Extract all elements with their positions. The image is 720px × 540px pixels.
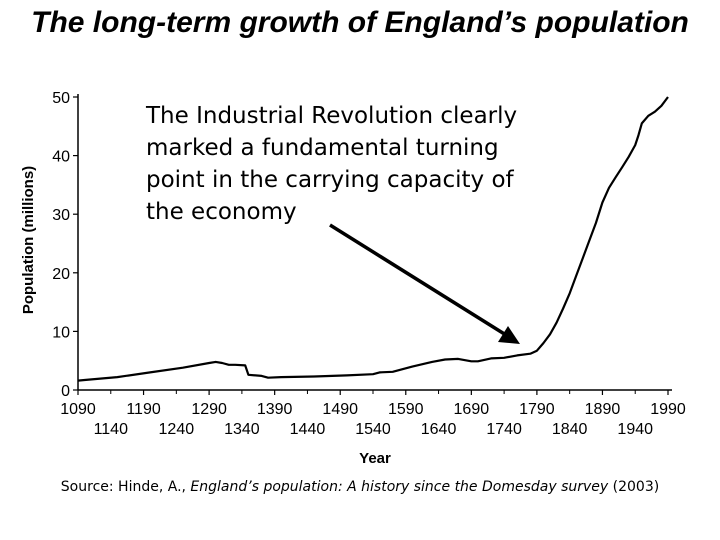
x-tick-label: 1090 bbox=[60, 401, 96, 418]
annotation-line: the economy bbox=[146, 199, 297, 225]
annotation-arrow-shaft bbox=[329, 223, 507, 337]
slide-title: The long-term growth of England’s popula… bbox=[31, 6, 689, 39]
y-tick-label: 40 bbox=[52, 149, 70, 166]
x-tick-label: 1440 bbox=[290, 421, 326, 438]
annotation-text: The Industrial Revolution clearly marked… bbox=[146, 100, 526, 228]
source-suffix: (2003) bbox=[608, 479, 660, 495]
y-tick-label: 0 bbox=[61, 383, 70, 400]
x-tick-label: 1640 bbox=[421, 421, 457, 438]
annotation-arrow-head bbox=[498, 326, 520, 344]
x-tick-label: 1190 bbox=[126, 401, 161, 418]
annotation-line: point in the carrying capacity of bbox=[146, 167, 514, 193]
x-tick-label: 1840 bbox=[552, 421, 588, 438]
annotation-arrow bbox=[329, 223, 520, 344]
x-tick-label: 1940 bbox=[617, 421, 653, 438]
y-tick-label: 10 bbox=[52, 324, 70, 341]
x-tick-label: 1590 bbox=[388, 401, 424, 418]
annotation-line: The Industrial Revolution clearly bbox=[146, 103, 518, 129]
y-tick-label: 20 bbox=[52, 266, 70, 283]
x-tick-label: 1490 bbox=[322, 401, 358, 418]
y-tick-label: 50 bbox=[52, 90, 70, 107]
annotation-line: marked a fundamental turning bbox=[146, 135, 499, 161]
population-series-line bbox=[77, 96, 669, 382]
x-tick-label: 1540 bbox=[355, 421, 391, 438]
y-tick-group: 0 10 20 30 40 50 bbox=[52, 90, 78, 400]
source-work-title: England’s population: A history since th… bbox=[190, 479, 609, 495]
source-citation: Source: Hinde, A., England’s population:… bbox=[0, 479, 720, 495]
x-axis-label: Year bbox=[359, 450, 391, 467]
x-tick-label: 1340 bbox=[224, 421, 260, 438]
x-tick-label: 1740 bbox=[486, 421, 522, 438]
x-tick-label: 1290 bbox=[191, 401, 227, 418]
x-tick-label: 1140 bbox=[94, 421, 129, 438]
chart-axes bbox=[77, 94, 672, 391]
x-tick-label: 1990 bbox=[650, 401, 686, 418]
x-tick-label: 1240 bbox=[159, 421, 195, 438]
x-tick-label: 1690 bbox=[454, 401, 490, 418]
x-tick-label: 1790 bbox=[519, 401, 555, 418]
source-prefix: Source: Hinde, A., bbox=[60, 479, 191, 495]
x-tick-group: 1090 1190 1290 1390 1490 1590 1690 1790 1890 1990… bbox=[60, 390, 686, 438]
x-tick-label: 1390 bbox=[257, 401, 293, 418]
x-tick-label: 1890 bbox=[585, 401, 621, 418]
y-tick-label: 30 bbox=[52, 207, 70, 224]
y-axis-label: Population (millions) bbox=[20, 166, 37, 314]
